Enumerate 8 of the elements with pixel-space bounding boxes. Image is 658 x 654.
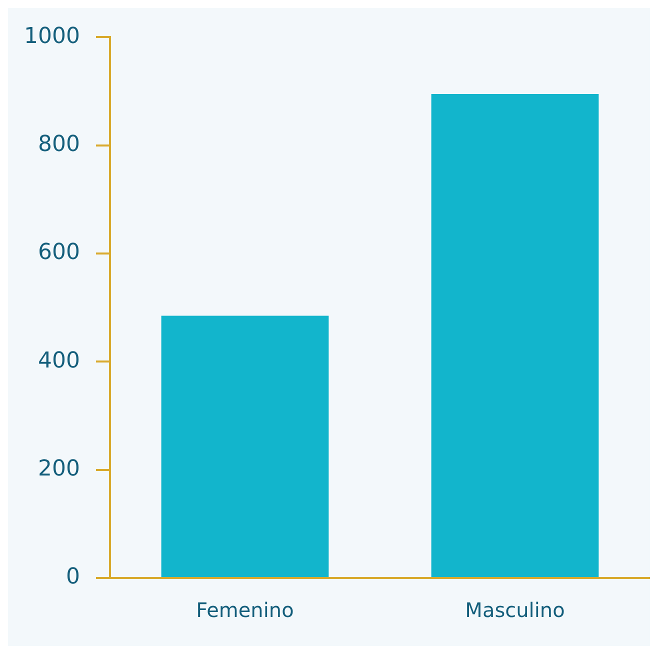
y-tick-label: 0	[66, 564, 80, 590]
y-tick-label: 800	[38, 132, 80, 158]
y-tick-label: 400	[38, 348, 80, 374]
x-tick-label: Masculino	[465, 598, 565, 622]
y-tick-label: 600	[38, 240, 80, 266]
y-tick-label: 200	[38, 456, 80, 482]
y-tick-label: 1000	[24, 24, 80, 49]
x-tick-label: Femenino	[196, 598, 294, 622]
